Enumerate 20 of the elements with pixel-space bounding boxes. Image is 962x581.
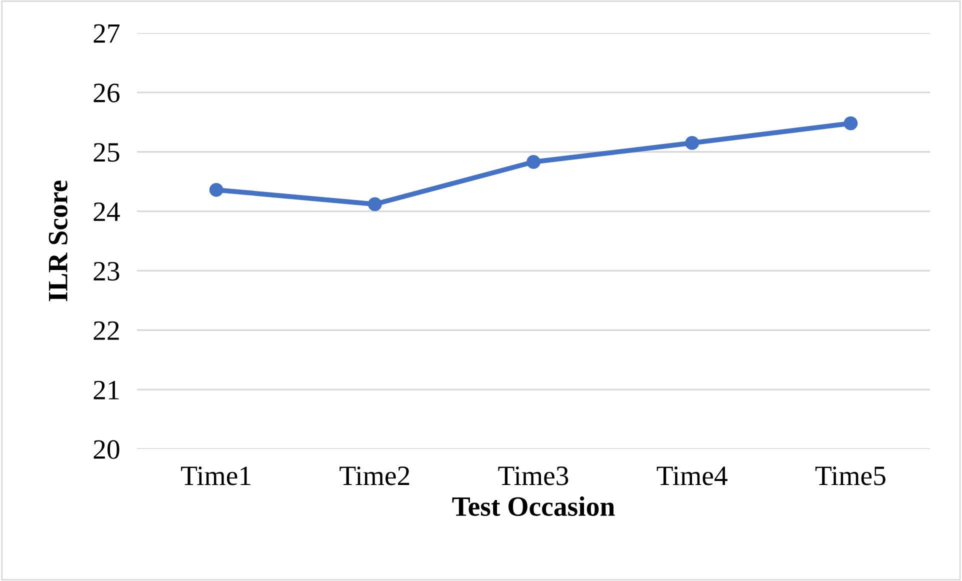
- point: [526, 155, 540, 169]
- point: [685, 136, 700, 150]
- y-tick-label: 21: [94, 380, 119, 400]
- x-tick-label: Time5: [815, 466, 886, 486]
- x-tick-label: Time1: [181, 466, 250, 486]
- y-axis-title: ILR Score: [48, 180, 68, 302]
- x-axis-title: Test Occasion: [452, 496, 615, 516]
- point: [209, 182, 224, 197]
- point: [368, 197, 382, 212]
- y-tick-label: 25: [94, 143, 120, 162]
- y-tick-label: 20: [94, 440, 120, 459]
- x-tick-label: Time4: [656, 466, 728, 486]
- x-tick-label: Time3: [498, 466, 568, 486]
- point: [844, 116, 858, 130]
- x-tick-label: Time2: [340, 466, 410, 486]
- y-tick-label: 24: [94, 202, 120, 221]
- y-tick-label: 22: [94, 321, 119, 340]
- y-tick-label: 26: [94, 84, 120, 102]
- y-tick-label: 23: [94, 262, 120, 281]
- y-tick-label: 27: [94, 24, 120, 43]
